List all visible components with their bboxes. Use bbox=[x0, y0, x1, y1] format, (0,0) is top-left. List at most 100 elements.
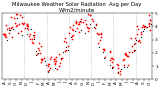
Point bbox=[136, 40, 139, 42]
Point bbox=[23, 22, 25, 24]
Point bbox=[89, 14, 92, 16]
Point bbox=[78, 31, 80, 32]
Point bbox=[79, 18, 82, 20]
Point bbox=[35, 51, 37, 52]
Point bbox=[31, 42, 34, 43]
Point bbox=[71, 38, 73, 40]
Point bbox=[125, 54, 127, 55]
Point bbox=[32, 36, 35, 38]
Point bbox=[55, 60, 57, 62]
Point bbox=[32, 42, 34, 43]
Point bbox=[148, 20, 151, 21]
Point bbox=[127, 55, 129, 57]
Point bbox=[137, 28, 140, 30]
Point bbox=[10, 36, 13, 38]
Point bbox=[121, 59, 124, 61]
Point bbox=[100, 33, 102, 35]
Point bbox=[84, 32, 86, 33]
Point bbox=[79, 20, 82, 21]
Point bbox=[126, 66, 129, 68]
Point bbox=[19, 31, 22, 32]
Point bbox=[148, 25, 150, 27]
Point bbox=[11, 26, 14, 27]
Point bbox=[142, 24, 145, 25]
Point bbox=[9, 16, 12, 18]
Point bbox=[29, 33, 32, 34]
Point bbox=[94, 28, 96, 29]
Point bbox=[75, 20, 77, 22]
Point bbox=[76, 24, 79, 25]
Point bbox=[144, 26, 147, 27]
Point bbox=[103, 58, 106, 59]
Point bbox=[14, 23, 17, 24]
Point bbox=[116, 68, 119, 69]
Point bbox=[119, 73, 122, 75]
Point bbox=[133, 42, 136, 44]
Point bbox=[32, 38, 35, 39]
Point bbox=[26, 24, 28, 25]
Point bbox=[101, 52, 104, 53]
Point bbox=[11, 28, 14, 29]
Point bbox=[68, 32, 71, 33]
Point bbox=[85, 23, 88, 25]
Point bbox=[71, 24, 74, 26]
Point bbox=[111, 67, 113, 69]
Point bbox=[14, 25, 17, 27]
Point bbox=[5, 24, 8, 26]
Point bbox=[149, 29, 151, 31]
Point bbox=[124, 54, 126, 55]
Point bbox=[148, 24, 151, 25]
Point bbox=[85, 26, 88, 27]
Point bbox=[16, 17, 18, 19]
Point bbox=[27, 28, 30, 29]
Point bbox=[33, 35, 35, 36]
Point bbox=[40, 59, 43, 60]
Point bbox=[104, 56, 106, 58]
Point bbox=[136, 33, 138, 34]
Point bbox=[102, 52, 104, 53]
Point bbox=[144, 25, 146, 27]
Point bbox=[41, 60, 44, 61]
Point bbox=[42, 58, 45, 59]
Title: Milwaukee Weather Solar Radiation  Avg per Day W/m2/minute: Milwaukee Weather Solar Radiation Avg pe… bbox=[12, 2, 142, 13]
Point bbox=[132, 51, 135, 52]
Point bbox=[123, 59, 125, 60]
Point bbox=[143, 25, 145, 26]
Point bbox=[141, 27, 143, 28]
Point bbox=[60, 57, 63, 58]
Point bbox=[117, 71, 120, 72]
Point bbox=[97, 42, 100, 43]
Point bbox=[58, 66, 60, 67]
Point bbox=[135, 39, 138, 41]
Point bbox=[65, 49, 67, 50]
Point bbox=[26, 27, 28, 28]
Point bbox=[47, 65, 49, 66]
Point bbox=[148, 20, 151, 21]
Point bbox=[71, 28, 73, 29]
Point bbox=[133, 49, 135, 51]
Point bbox=[112, 59, 114, 60]
Point bbox=[49, 59, 52, 60]
Point bbox=[133, 38, 136, 39]
Point bbox=[52, 60, 55, 62]
Point bbox=[80, 21, 83, 22]
Point bbox=[139, 41, 142, 42]
Point bbox=[87, 13, 89, 15]
Point bbox=[3, 34, 6, 35]
Point bbox=[58, 53, 60, 55]
Point bbox=[147, 14, 150, 16]
Point bbox=[9, 28, 12, 29]
Point bbox=[16, 24, 18, 26]
Point bbox=[38, 42, 40, 44]
Point bbox=[86, 27, 89, 28]
Point bbox=[142, 28, 145, 29]
Point bbox=[82, 21, 85, 23]
Point bbox=[53, 58, 56, 60]
Point bbox=[35, 54, 37, 55]
Point bbox=[102, 48, 104, 50]
Point bbox=[24, 27, 27, 28]
Point bbox=[89, 23, 92, 24]
Point bbox=[8, 30, 11, 31]
Point bbox=[49, 67, 52, 68]
Point bbox=[96, 33, 98, 34]
